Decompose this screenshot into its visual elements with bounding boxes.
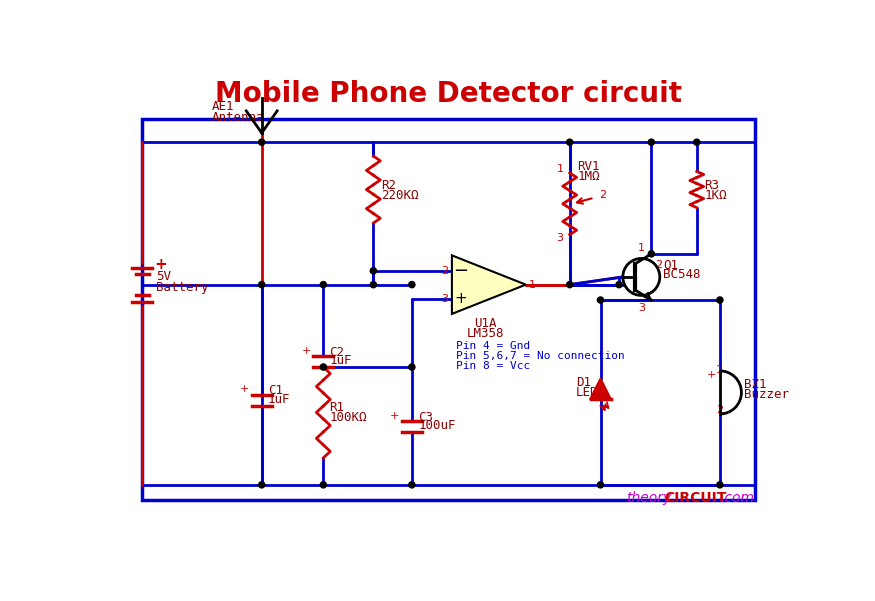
Text: 3: 3 [556, 233, 564, 243]
Text: CIRCUIT: CIRCUIT [664, 491, 727, 505]
Text: R3: R3 [704, 179, 719, 192]
Circle shape [409, 364, 415, 370]
Text: LED: LED [576, 386, 598, 399]
Text: LM358: LM358 [466, 328, 504, 340]
Circle shape [320, 364, 326, 370]
Text: 2: 2 [599, 189, 606, 200]
Polygon shape [452, 255, 526, 314]
Circle shape [370, 281, 376, 288]
Text: 3: 3 [638, 303, 645, 313]
Text: 2: 2 [655, 260, 662, 270]
Text: C1: C1 [268, 385, 283, 397]
Circle shape [598, 482, 604, 488]
Text: Pin 5,6,7 = No connection: Pin 5,6,7 = No connection [456, 351, 625, 361]
Circle shape [616, 281, 622, 288]
Bar [143, 119, 754, 500]
Text: 2: 2 [441, 266, 448, 276]
Circle shape [648, 139, 654, 145]
Text: Antenna: Antenna [212, 111, 264, 124]
Text: Pin 4 = Gnd: Pin 4 = Gnd [456, 341, 530, 351]
Polygon shape [591, 379, 611, 398]
Text: +: + [390, 410, 400, 421]
Text: 1: 1 [716, 365, 723, 375]
Text: Battery: Battery [157, 281, 209, 294]
Circle shape [320, 482, 326, 488]
Text: +: + [240, 385, 249, 394]
Text: 100uF: 100uF [418, 419, 456, 432]
Text: −: − [453, 262, 469, 280]
Text: .com: .com [720, 491, 754, 505]
Text: +: + [455, 291, 467, 306]
Circle shape [598, 297, 604, 303]
Circle shape [259, 139, 265, 145]
Circle shape [259, 482, 265, 488]
Circle shape [409, 281, 415, 288]
Text: AE1: AE1 [212, 100, 235, 112]
Text: 1KΩ: 1KΩ [704, 189, 727, 202]
Text: 1: 1 [556, 164, 564, 174]
Text: RV1: RV1 [578, 160, 600, 173]
Text: Mobile Phone Detector circuit: Mobile Phone Detector circuit [214, 81, 682, 108]
Circle shape [648, 251, 654, 257]
Text: BZ1: BZ1 [744, 378, 766, 391]
Text: 220KΩ: 220KΩ [382, 189, 418, 202]
Circle shape [259, 281, 265, 288]
Text: C2: C2 [330, 346, 345, 359]
Text: U1A: U1A [473, 317, 496, 331]
Circle shape [567, 281, 573, 288]
Circle shape [370, 267, 376, 274]
Text: 1: 1 [638, 243, 645, 252]
Text: 1: 1 [528, 279, 536, 290]
Text: Pin 8 = Vcc: Pin 8 = Vcc [456, 361, 530, 371]
Text: +: + [302, 346, 311, 356]
Text: D1: D1 [576, 376, 591, 389]
Text: 2: 2 [716, 405, 723, 415]
Text: 5V: 5V [157, 270, 172, 284]
Text: Buzzer: Buzzer [744, 388, 788, 401]
Text: 1MΩ: 1MΩ [578, 170, 600, 183]
Circle shape [320, 281, 326, 288]
Text: C3: C3 [418, 410, 433, 424]
Circle shape [567, 139, 573, 145]
Text: R1: R1 [330, 401, 345, 414]
Circle shape [694, 139, 700, 145]
Circle shape [717, 297, 723, 303]
Text: BC548: BC548 [663, 268, 700, 281]
Circle shape [717, 482, 723, 488]
Text: 1uF: 1uF [268, 393, 290, 406]
Text: 100KΩ: 100KΩ [330, 411, 367, 424]
Text: 3: 3 [441, 293, 448, 304]
Text: Q1: Q1 [663, 258, 678, 271]
Circle shape [409, 482, 415, 488]
Text: +: + [155, 257, 167, 272]
Text: theory: theory [626, 491, 671, 505]
Text: +: + [707, 370, 716, 380]
Text: 1uF: 1uF [330, 355, 352, 367]
Text: R2: R2 [382, 179, 396, 192]
